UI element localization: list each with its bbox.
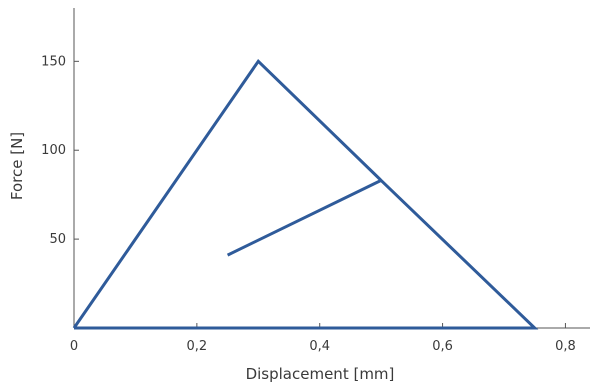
x-tick-label: 0,8: [555, 339, 576, 354]
series-line-1: [72, 58, 539, 330]
axes: [73, 8, 590, 329]
x-tick-label: 0,2: [187, 339, 208, 354]
x-axis-title: Displacement [mm]: [246, 365, 395, 383]
series-layer: [72, 58, 539, 330]
y-axis-title: Force [N]: [8, 132, 26, 200]
y-tick-label: 150: [41, 54, 66, 69]
x-tick-label: 0,6: [432, 339, 453, 354]
x-tick-label: 0: [70, 339, 78, 354]
series-line-2: [226, 179, 382, 257]
y-tick-label: 50: [49, 232, 66, 247]
x-tick-label: 0,4: [309, 339, 330, 354]
y-tick-label: 100: [41, 143, 66, 158]
tick-labels: 0 0,2 0,4 0,6 0,8 50 100 150: [41, 54, 576, 354]
